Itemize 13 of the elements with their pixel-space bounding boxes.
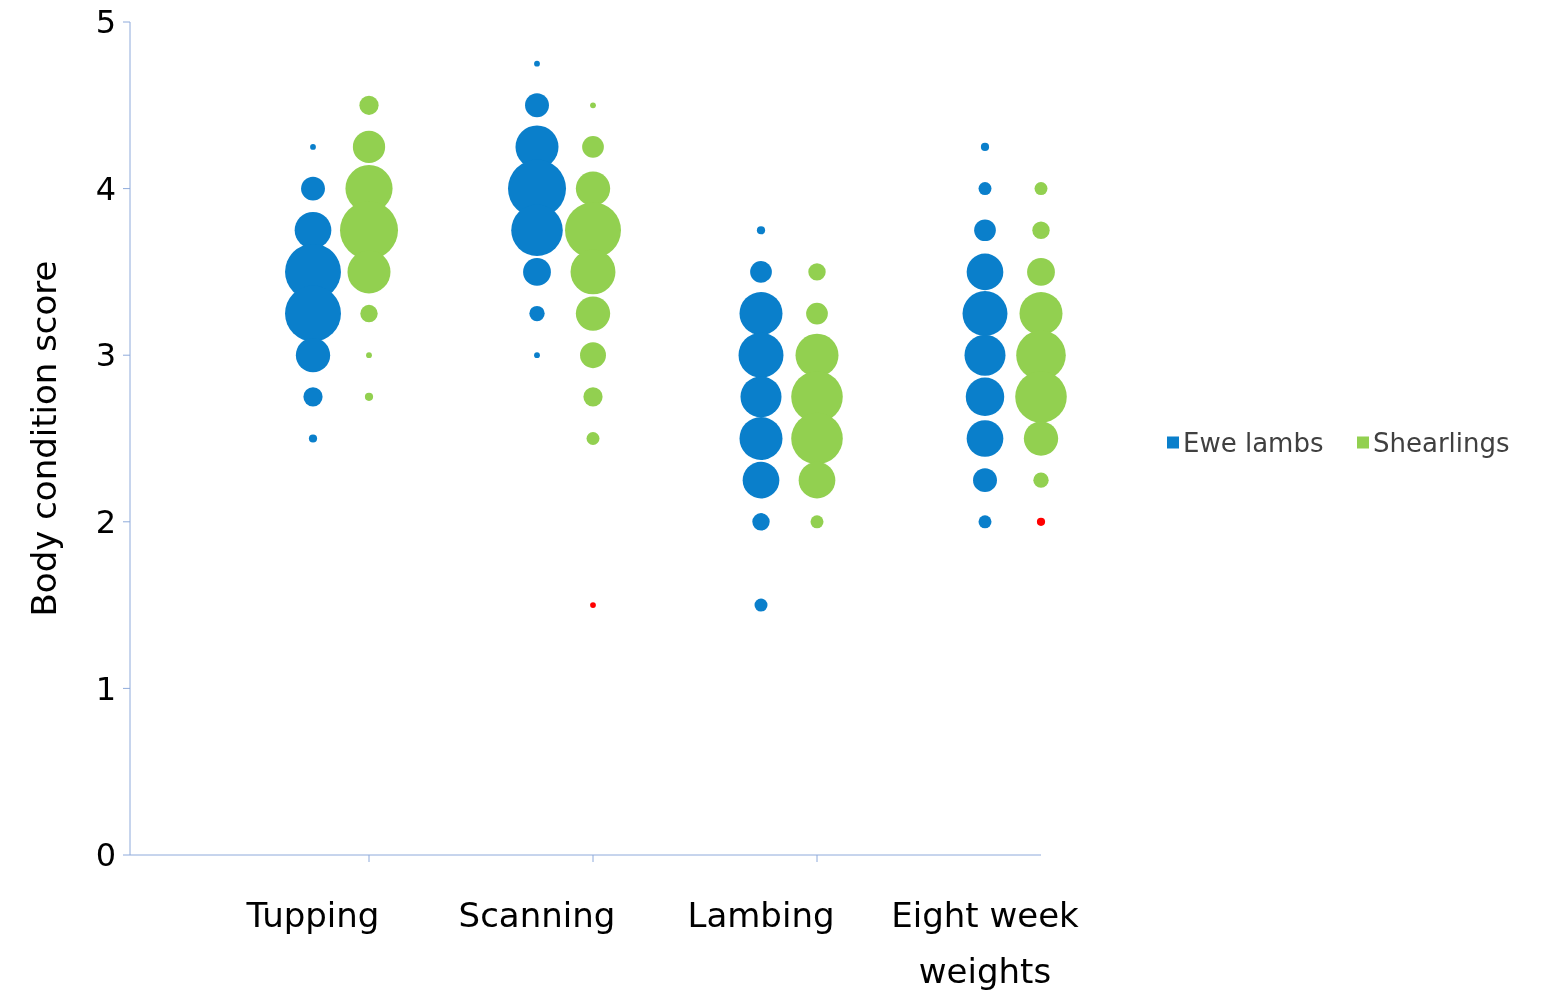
- legend-label: Shearlings: [1373, 427, 1510, 458]
- y-tick-label: 2: [95, 503, 116, 541]
- y-tick-label: 1: [95, 669, 116, 708]
- legend-label: Ewe lambs: [1183, 427, 1324, 458]
- y-tick-label: 3: [95, 336, 116, 375]
- y-tick-label: 5: [95, 3, 116, 42]
- x-tick-label: Tupping: [245, 895, 380, 935]
- y-axis-title: Body condition score: [24, 260, 64, 617]
- x-tick-label: Scanning: [458, 895, 616, 935]
- x-tick-label: Eight week weights: [891, 895, 1080, 991]
- y-tick-label: 4: [95, 169, 116, 208]
- x-tick-label: Lambing: [687, 895, 835, 935]
- y-tick-label: 0: [95, 836, 116, 875]
